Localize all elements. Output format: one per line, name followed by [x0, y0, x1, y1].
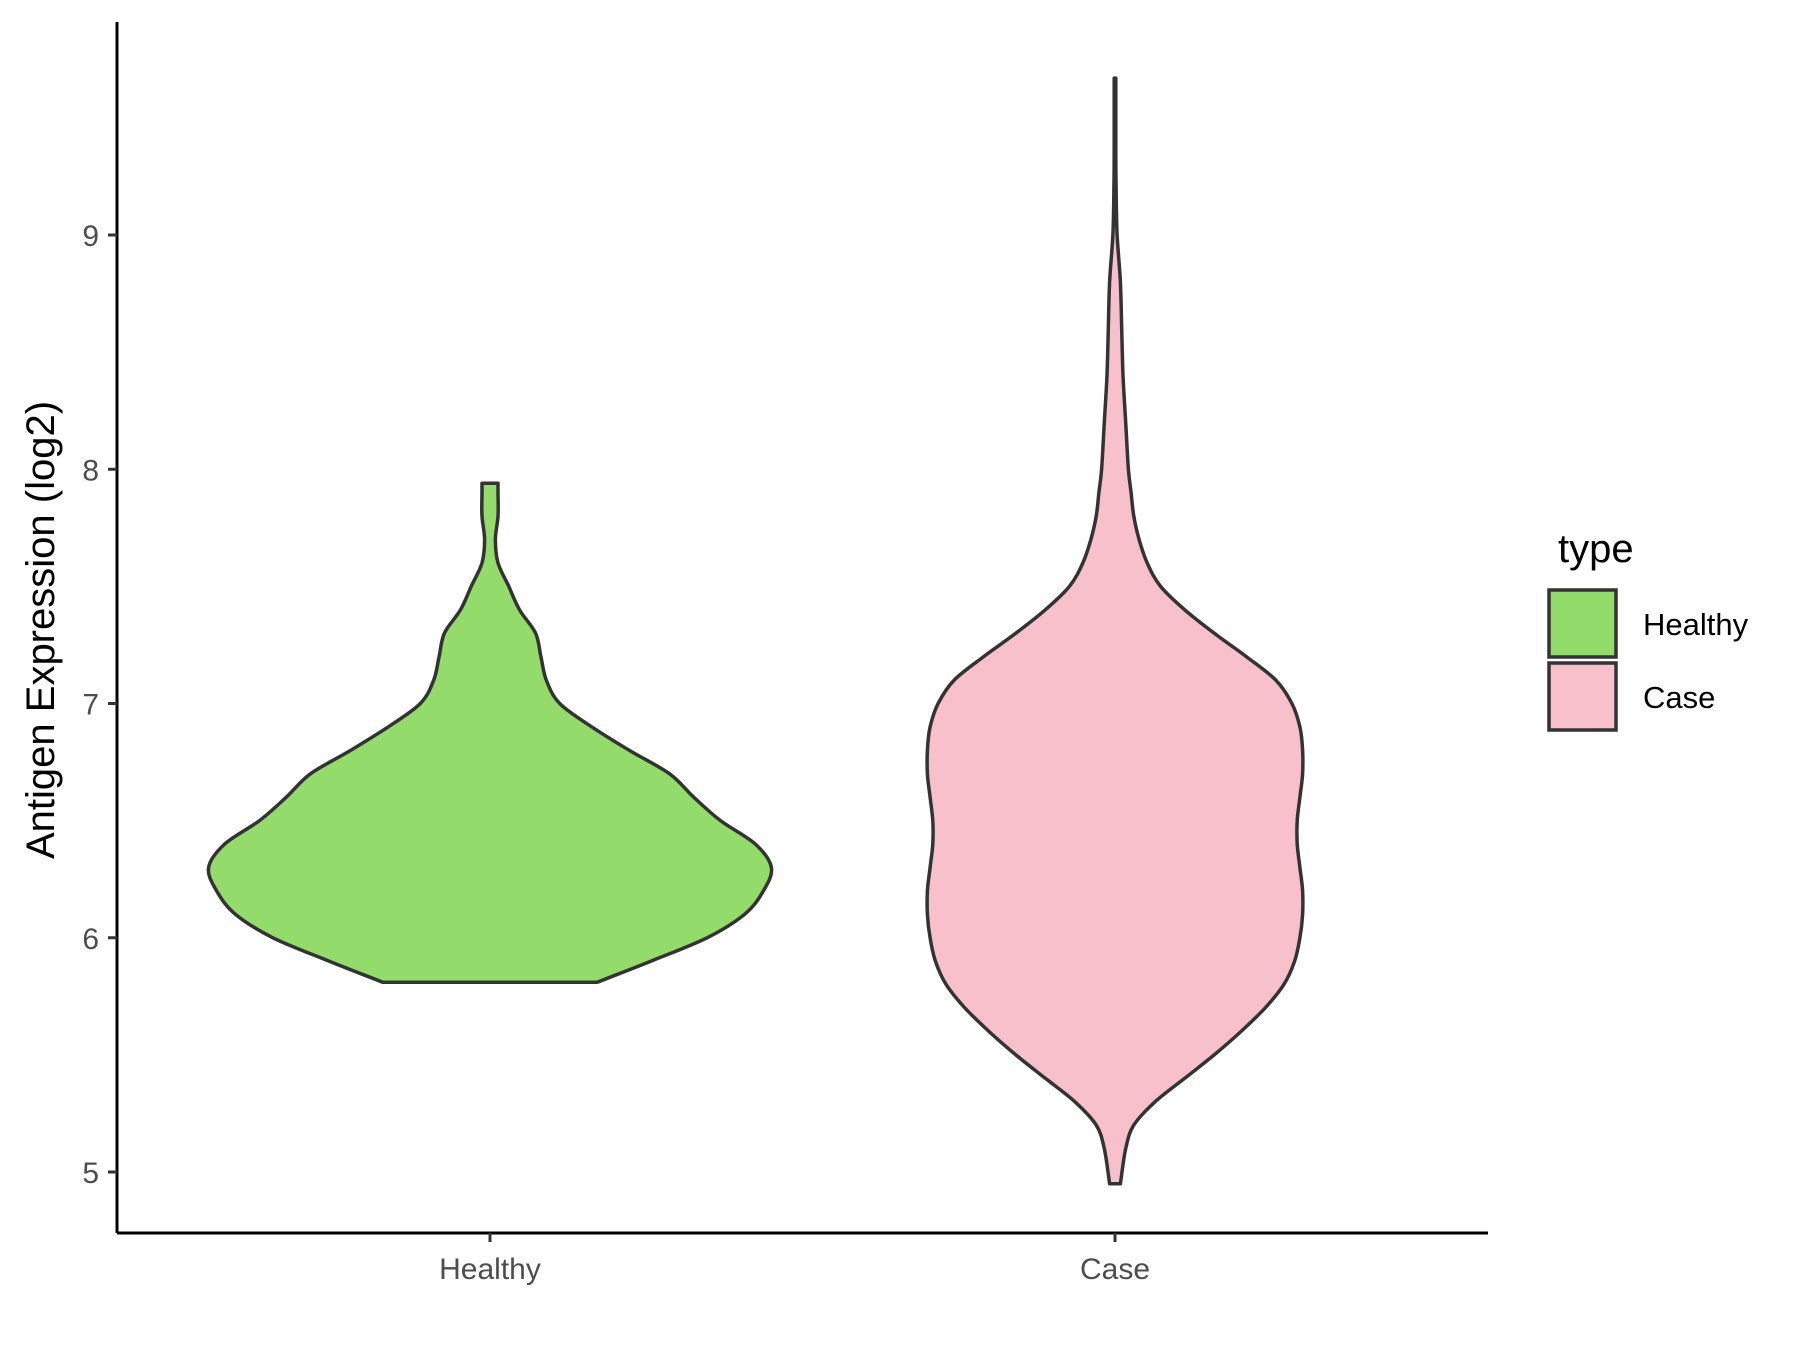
y-tick-label: 8 [82, 454, 99, 487]
y-tick-label: 6 [82, 923, 99, 956]
y-axis: 5 6 7 8 9 [82, 22, 119, 1233]
x-axis: Healthy Case [117, 1231, 1488, 1286]
legend-title: type [1558, 527, 1634, 571]
legend-label-case: Case [1643, 680, 1715, 715]
legend-label-healthy: Healthy [1643, 607, 1749, 642]
legend: type Healthy Case [1547, 527, 1749, 732]
violin-layer [206, 76, 1305, 1186]
violin-case [925, 76, 1305, 1186]
x-tick-label: Case [1080, 1253, 1150, 1286]
legend-swatch-case [1547, 661, 1618, 732]
x-tick-label: Healthy [439, 1253, 541, 1286]
y-tick-label: 7 [82, 689, 99, 722]
legend-swatch-healthy [1547, 588, 1618, 659]
y-axis-title: Antigen Expression (log2) [19, 401, 63, 859]
violin-healthy [206, 481, 774, 985]
y-tick-label: 5 [82, 1157, 99, 1190]
y-tick-label: 9 [82, 220, 99, 253]
